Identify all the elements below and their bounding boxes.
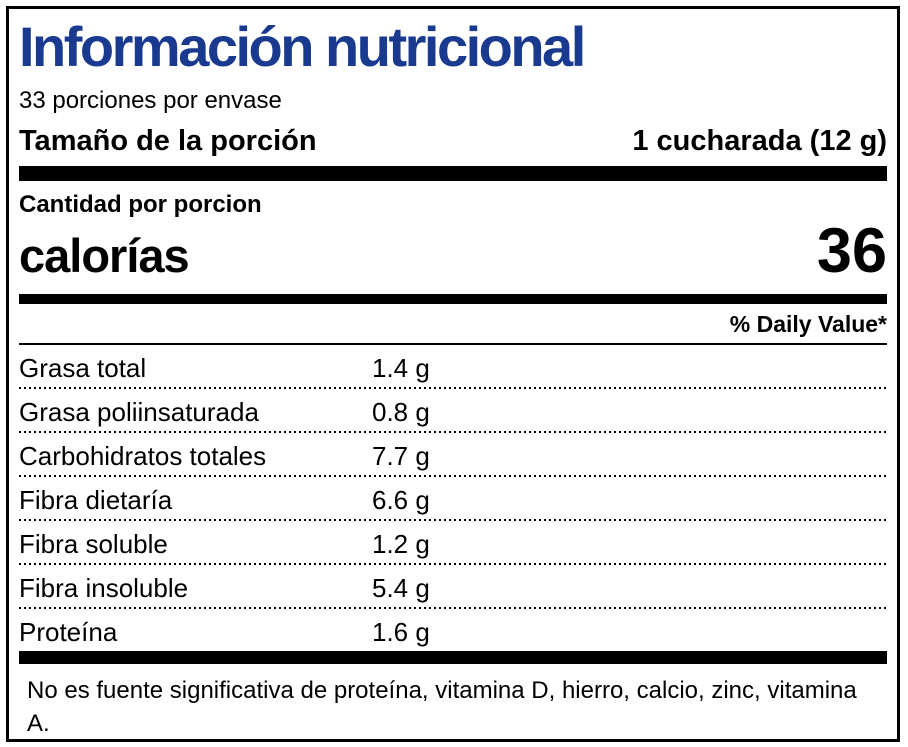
divider-thick-bottom bbox=[19, 651, 887, 664]
serving-size-label: Tamaño de la porción bbox=[19, 125, 317, 157]
dotted-separator bbox=[19, 563, 887, 565]
dotted-separator bbox=[19, 431, 887, 433]
daily-value-header: % Daily Value* bbox=[729, 311, 887, 337]
calories-label: calorías bbox=[19, 229, 190, 282]
dotted-separator bbox=[19, 607, 887, 609]
nutrient-row: Fibra soluble 1.2 g bbox=[19, 521, 887, 563]
nutrient-row: Proteína 1.6 g bbox=[19, 609, 887, 651]
nutrient-name: Grasa poliinsaturada bbox=[19, 397, 259, 427]
nutrient-name: Fibra soluble bbox=[19, 529, 168, 559]
divider-thick-top bbox=[19, 166, 887, 181]
nutrient-amount: 5.4 g bbox=[372, 573, 430, 603]
calories-value: 36 bbox=[816, 216, 887, 286]
nutrient-amount: 7.7 g bbox=[372, 441, 430, 471]
nutrient-row: Grasa total 1.4 g bbox=[19, 345, 887, 387]
nutrient-amount: 1.4 g bbox=[372, 353, 430, 383]
nutrient-amount: 6.6 g bbox=[372, 485, 430, 515]
nutrient-row: Fibra insoluble 5.4 g bbox=[19, 565, 887, 607]
servings-per-container: 33 porciones por envase bbox=[19, 87, 282, 114]
dotted-separator bbox=[19, 475, 887, 477]
calories-row: calorías 36 bbox=[19, 216, 887, 286]
nutrient-name: Carbohidratos totales bbox=[19, 441, 267, 471]
nutrient-amount: 0.8 g bbox=[372, 397, 430, 427]
nutrient-name: Proteína bbox=[19, 617, 118, 647]
nutrient-row: Fibra dietaría 6.6 g bbox=[19, 477, 887, 519]
nutrient-name: Fibra insoluble bbox=[19, 573, 189, 603]
dotted-separator bbox=[19, 519, 887, 521]
nutrient-row: Carbohidratos totales 7.7 g bbox=[19, 433, 887, 475]
divider-medium bbox=[19, 294, 887, 304]
divider-thin bbox=[19, 343, 887, 345]
nutrient-name: Grasa total bbox=[19, 353, 147, 383]
serving-size-row: Tamaño de la porción 1 cucharada (12 g) bbox=[19, 124, 887, 158]
nutrient-row: Grasa poliinsaturada 0.8 g bbox=[19, 389, 887, 431]
nutrition-facts-label: Información nutricional 33 porciones por… bbox=[6, 6, 900, 742]
nutrient-amount: 1.6 g bbox=[372, 617, 430, 647]
footnote: No es fuente significativa de proteína, … bbox=[27, 677, 857, 737]
nutrient-amount: 1.2 g bbox=[372, 529, 430, 559]
serving-size-value: 1 cucharada (12 g) bbox=[632, 125, 887, 157]
nutrient-name: Fibra dietaría bbox=[19, 485, 173, 515]
amount-per-serving: Cantidad por porcion bbox=[19, 191, 262, 218]
dotted-separator bbox=[19, 387, 887, 389]
label-title: Información nutricional bbox=[19, 15, 586, 78]
